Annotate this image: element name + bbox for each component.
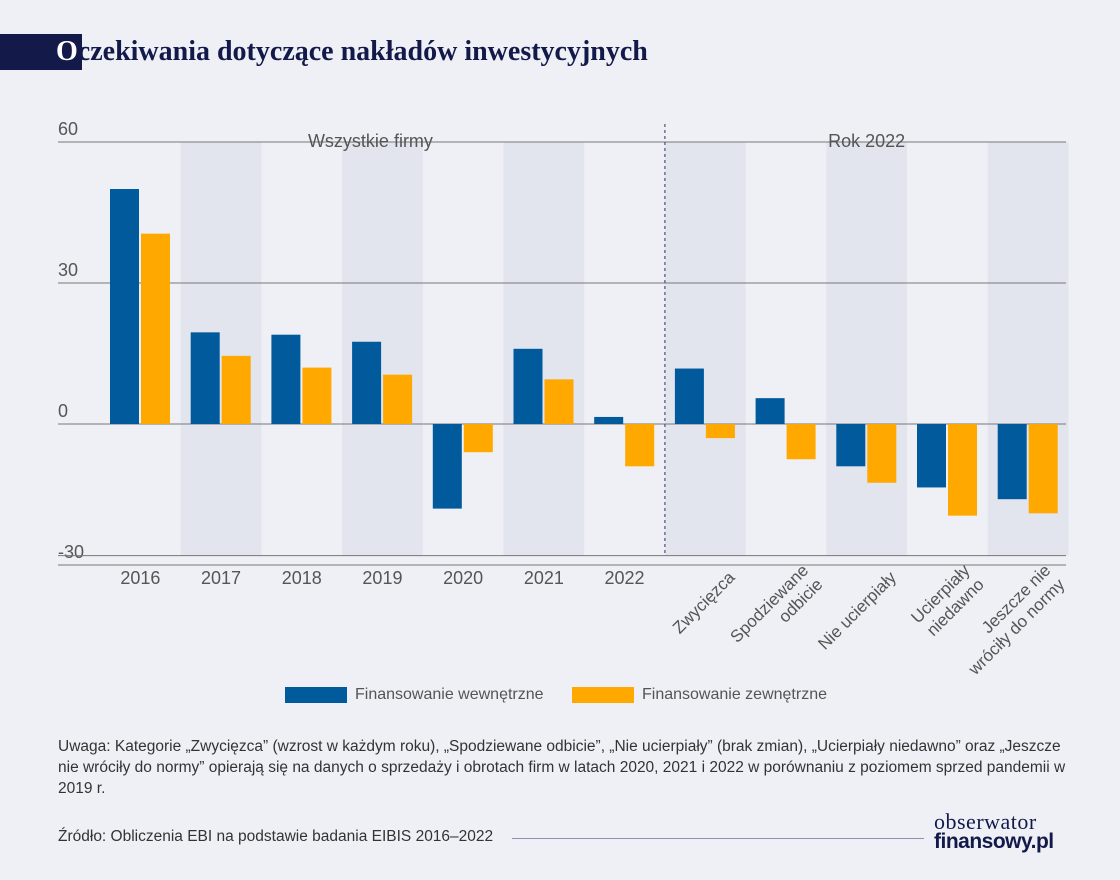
bar-internal-2 xyxy=(271,334,301,424)
bar-external-6 xyxy=(625,424,655,467)
legend-item-external: Finansowanie zewnętrzne xyxy=(572,686,827,704)
x-tick-label-0: 2016 xyxy=(120,568,160,588)
y-tick-label--30: -30 xyxy=(58,542,84,562)
title-rest: czekiwania dotyczące nakładów inwestycyj… xyxy=(77,36,648,67)
bar-external-7 xyxy=(705,424,735,439)
y-tick-label-60: 60 xyxy=(58,119,78,139)
bar-chart: 60 30 0 -30 Wszystkie firmy Rok 2022 2016 2017 2… xyxy=(58,119,1069,679)
bar-external-10 xyxy=(948,424,977,516)
bar-external-3 xyxy=(383,374,413,424)
x-tick-label-line: Nie ucierpiały xyxy=(814,568,900,654)
legend-swatch-internal xyxy=(285,687,347,703)
category-band-7 xyxy=(664,142,746,556)
chart-source: Źródło: Obliczenia EBI na podstawie bada… xyxy=(58,828,494,845)
legend-label-internal: Finansowanie wewnętrzne xyxy=(355,686,544,703)
legend-item-internal: Finansowanie wewnętrzne xyxy=(285,686,544,704)
category-band-9 xyxy=(826,142,907,556)
x-tick-label-8: Spodziewaneodbicie xyxy=(727,561,827,661)
bar-internal-1 xyxy=(190,332,220,424)
legend-label-external: Finansowanie zewnętrzne xyxy=(642,686,827,703)
bar-external-5 xyxy=(544,379,574,424)
logo-line-1: obserwator xyxy=(934,809,1037,834)
bar-internal-6 xyxy=(594,416,624,424)
legend-swatch-external xyxy=(572,687,634,703)
x-tick-label-4: 2020 xyxy=(443,568,483,588)
chart-note: Uwaga: Kategorie „Zwycięzca” (wzrost w k… xyxy=(58,738,1066,797)
bar-internal-5 xyxy=(513,348,543,424)
bar-internal-0 xyxy=(110,189,139,424)
title-accent-bar xyxy=(0,34,82,70)
x-tick-label-2: 2018 xyxy=(282,568,322,588)
bar-external-11 xyxy=(1028,424,1058,514)
x-tick-label-6: 2022 xyxy=(605,568,645,588)
logo-line-2: finansowy.pl xyxy=(934,830,1054,853)
bar-external-1 xyxy=(221,355,251,424)
bar-external-4 xyxy=(463,424,493,453)
group-label-1: Rok 2022 xyxy=(828,131,905,151)
bar-internal-11 xyxy=(997,424,1027,500)
bar-external-9 xyxy=(867,424,897,483)
bar-external-8 xyxy=(786,424,816,460)
chart-title: Oczekiwania dotyczące nakładów inwestycy… xyxy=(56,33,648,71)
bar-internal-8 xyxy=(755,398,785,424)
x-tick-label-3: 2019 xyxy=(362,568,402,588)
bar-internal-10 xyxy=(917,424,946,488)
bar-external-0 xyxy=(141,233,170,424)
x-tick-label-7: Zwycięzca xyxy=(669,568,739,638)
source-divider xyxy=(512,838,924,839)
bar-internal-4 xyxy=(432,424,462,509)
bar-external-2 xyxy=(302,367,332,424)
bar-internal-3 xyxy=(352,341,382,424)
x-tick-label-line: Zwycięzca xyxy=(669,568,739,638)
bar-internal-9 xyxy=(836,424,866,467)
x-tick-label-5: 2021 xyxy=(524,568,564,588)
y-tick-label-30: 30 xyxy=(58,260,78,280)
x-tick-label-9: Nie ucierpiały xyxy=(814,568,900,654)
y-tick-label-0: 0 xyxy=(58,401,68,421)
x-tick-label-1: 2017 xyxy=(201,568,241,588)
bar-internal-7 xyxy=(674,368,704,424)
publisher-logo: obserwator finansowy.pl xyxy=(934,809,1074,853)
group-label-0: Wszystkie firmy xyxy=(308,131,433,151)
x-tick-label-10: Ucierpiałyniedawno xyxy=(907,560,988,641)
title-first-letter: O xyxy=(56,36,78,67)
chart-legend: Finansowanie wewnętrzne Finansowanie zew… xyxy=(0,686,1120,710)
